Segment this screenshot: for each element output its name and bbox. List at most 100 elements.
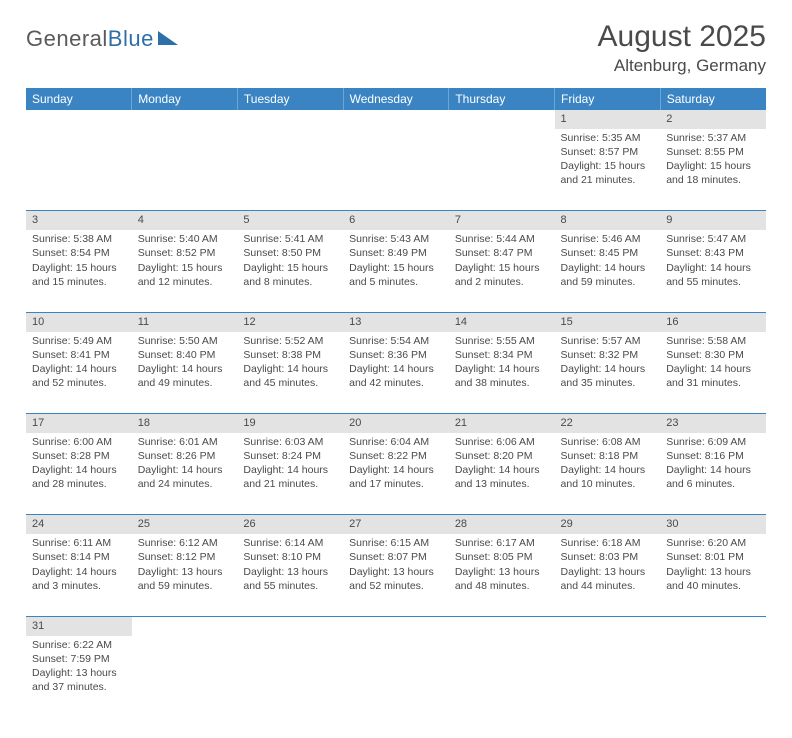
sunset-text: Sunset: 8:03 PM bbox=[561, 550, 655, 564]
dayname-wednesday: Wednesday bbox=[343, 88, 449, 110]
sunrise-text: Sunrise: 6:14 AM bbox=[243, 536, 337, 550]
day-number-cell: 4 bbox=[132, 211, 238, 230]
sunrise-text: Sunrise: 6:12 AM bbox=[138, 536, 232, 550]
day-cell: Sunrise: 6:12 AMSunset: 8:12 PMDaylight:… bbox=[132, 534, 238, 616]
day-number-cell bbox=[660, 616, 766, 635]
sunrise-text: Sunrise: 5:55 AM bbox=[455, 334, 549, 348]
day-number-cell: 11 bbox=[132, 312, 238, 331]
day-cell: Sunrise: 5:57 AMSunset: 8:32 PMDaylight:… bbox=[555, 332, 661, 414]
day-content: Sunrise: 6:15 AMSunset: 8:07 PMDaylight:… bbox=[343, 534, 449, 597]
day-cell bbox=[237, 129, 343, 211]
day-cell: Sunrise: 6:04 AMSunset: 8:22 PMDaylight:… bbox=[343, 433, 449, 515]
day-content: Sunrise: 6:06 AMSunset: 8:20 PMDaylight:… bbox=[449, 433, 555, 496]
calendar-table: SundayMondayTuesdayWednesdayThursdayFrid… bbox=[26, 88, 766, 718]
sunrise-text: Sunrise: 5:52 AM bbox=[243, 334, 337, 348]
sunrise-text: Sunrise: 5:38 AM bbox=[32, 232, 126, 246]
daylight-text: Daylight: 13 hours and 37 minutes. bbox=[32, 666, 126, 694]
daylight-text: Daylight: 15 hours and 21 minutes. bbox=[561, 159, 655, 187]
sunset-text: Sunset: 8:10 PM bbox=[243, 550, 337, 564]
sunrise-text: Sunrise: 6:00 AM bbox=[32, 435, 126, 449]
sunset-text: Sunset: 8:28 PM bbox=[32, 449, 126, 463]
sunrise-text: Sunrise: 6:04 AM bbox=[349, 435, 443, 449]
day-number-cell bbox=[237, 616, 343, 635]
logo-triangle-icon bbox=[158, 31, 178, 45]
day-cell bbox=[449, 636, 555, 718]
week-4-content: Sunrise: 6:11 AMSunset: 8:14 PMDaylight:… bbox=[26, 534, 766, 616]
day-cell: Sunrise: 5:47 AMSunset: 8:43 PMDaylight:… bbox=[660, 230, 766, 312]
sunrise-text: Sunrise: 5:54 AM bbox=[349, 334, 443, 348]
day-content: Sunrise: 6:20 AMSunset: 8:01 PMDaylight:… bbox=[660, 534, 766, 597]
day-cell: Sunrise: 5:54 AMSunset: 8:36 PMDaylight:… bbox=[343, 332, 449, 414]
logo-text: GeneralBlue bbox=[26, 26, 154, 52]
sunrise-text: Sunrise: 6:22 AM bbox=[32, 638, 126, 652]
sunset-text: Sunset: 8:45 PM bbox=[561, 246, 655, 260]
sunset-text: Sunset: 8:16 PM bbox=[666, 449, 760, 463]
day-number-cell: 5 bbox=[237, 211, 343, 230]
dayname-tuesday: Tuesday bbox=[237, 88, 343, 110]
day-content: Sunrise: 6:09 AMSunset: 8:16 PMDaylight:… bbox=[660, 433, 766, 496]
day-cell bbox=[555, 636, 661, 718]
sunrise-text: Sunrise: 5:40 AM bbox=[138, 232, 232, 246]
sunset-text: Sunset: 8:22 PM bbox=[349, 449, 443, 463]
sunset-text: Sunset: 8:24 PM bbox=[243, 449, 337, 463]
dayname-friday: Friday bbox=[555, 88, 661, 110]
day-number-cell bbox=[343, 110, 449, 129]
day-cell bbox=[237, 636, 343, 718]
day-content: Sunrise: 5:50 AMSunset: 8:40 PMDaylight:… bbox=[132, 332, 238, 395]
sunset-text: Sunset: 8:54 PM bbox=[32, 246, 126, 260]
day-cell: Sunrise: 6:22 AMSunset: 7:59 PMDaylight:… bbox=[26, 636, 132, 718]
daylight-text: Daylight: 14 hours and 42 minutes. bbox=[349, 362, 443, 390]
day-cell: Sunrise: 6:11 AMSunset: 8:14 PMDaylight:… bbox=[26, 534, 132, 616]
sunset-text: Sunset: 8:41 PM bbox=[32, 348, 126, 362]
day-content: Sunrise: 5:55 AMSunset: 8:34 PMDaylight:… bbox=[449, 332, 555, 395]
sunset-text: Sunset: 8:52 PM bbox=[138, 246, 232, 260]
day-cell: Sunrise: 6:06 AMSunset: 8:20 PMDaylight:… bbox=[449, 433, 555, 515]
sunset-text: Sunset: 8:38 PM bbox=[243, 348, 337, 362]
day-cell: Sunrise: 6:08 AMSunset: 8:18 PMDaylight:… bbox=[555, 433, 661, 515]
sunrise-text: Sunrise: 5:57 AM bbox=[561, 334, 655, 348]
page-header: GeneralBlue August 2025 Altenburg, Germa… bbox=[26, 20, 766, 76]
day-number-cell: 1 bbox=[555, 110, 661, 129]
sunset-text: Sunset: 8:47 PM bbox=[455, 246, 549, 260]
daylight-text: Daylight: 14 hours and 17 minutes. bbox=[349, 463, 443, 491]
sunset-text: Sunset: 8:14 PM bbox=[32, 550, 126, 564]
week-1-numbers: 3456789 bbox=[26, 211, 766, 230]
day-cell: Sunrise: 6:20 AMSunset: 8:01 PMDaylight:… bbox=[660, 534, 766, 616]
day-cell: Sunrise: 6:14 AMSunset: 8:10 PMDaylight:… bbox=[237, 534, 343, 616]
sunrise-text: Sunrise: 5:49 AM bbox=[32, 334, 126, 348]
day-cell: Sunrise: 5:55 AMSunset: 8:34 PMDaylight:… bbox=[449, 332, 555, 414]
day-cell: Sunrise: 6:01 AMSunset: 8:26 PMDaylight:… bbox=[132, 433, 238, 515]
week-0-numbers: 12 bbox=[26, 110, 766, 129]
daylight-text: Daylight: 14 hours and 49 minutes. bbox=[138, 362, 232, 390]
week-1-content: Sunrise: 5:38 AMSunset: 8:54 PM Daylight:… bbox=[26, 230, 766, 312]
sunrise-text: Sunrise: 6:17 AM bbox=[455, 536, 549, 550]
day-content: Sunrise: 5:57 AMSunset: 8:32 PMDaylight:… bbox=[555, 332, 661, 395]
daylight-text: Daylight: 15 hours and 8 minutes. bbox=[243, 261, 337, 289]
day-content: Sunrise: 6:18 AMSunset: 8:03 PMDaylight:… bbox=[555, 534, 661, 597]
daylight-text: Daylight: 13 hours and 59 minutes. bbox=[138, 565, 232, 593]
day-content: Sunrise: 5:44 AMSunset: 8:47 PMDaylight:… bbox=[449, 230, 555, 293]
month-title: August 2025 bbox=[598, 20, 766, 54]
daylight-text: Daylight: 14 hours and 59 minutes. bbox=[561, 261, 655, 289]
logo-text-1: General bbox=[26, 26, 108, 51]
day-cell bbox=[26, 129, 132, 211]
sunset-text: Sunset: 8:18 PM bbox=[561, 449, 655, 463]
daylight-text: Daylight: 14 hours and 35 minutes. bbox=[561, 362, 655, 390]
day-cell bbox=[132, 129, 238, 211]
day-cell bbox=[660, 636, 766, 718]
daylight-text: Daylight: 13 hours and 48 minutes. bbox=[455, 565, 549, 593]
sunset-text: Sunset: 8:32 PM bbox=[561, 348, 655, 362]
logo-text-2: Blue bbox=[108, 26, 154, 51]
day-cell: Sunrise: 6:15 AMSunset: 8:07 PMDaylight:… bbox=[343, 534, 449, 616]
day-number-cell: 25 bbox=[132, 515, 238, 534]
day-cell: Sunrise: 5:44 AMSunset: 8:47 PMDaylight:… bbox=[449, 230, 555, 312]
daylight-text: Daylight: 15 hours and 18 minutes. bbox=[666, 159, 760, 187]
daylight-text: Daylight: 14 hours and 13 minutes. bbox=[455, 463, 549, 491]
week-3-numbers: 17181920212223 bbox=[26, 414, 766, 433]
sunrise-text: Sunrise: 6:09 AM bbox=[666, 435, 760, 449]
sunset-text: Sunset: 8:57 PM bbox=[561, 145, 655, 159]
daylight-text: Daylight: 13 hours and 52 minutes. bbox=[349, 565, 443, 593]
daylight-text: Daylight: 14 hours and 52 minutes. bbox=[32, 362, 126, 390]
sunset-text: Sunset: 8:36 PM bbox=[349, 348, 443, 362]
sunset-text: Sunset: 8:01 PM bbox=[666, 550, 760, 564]
